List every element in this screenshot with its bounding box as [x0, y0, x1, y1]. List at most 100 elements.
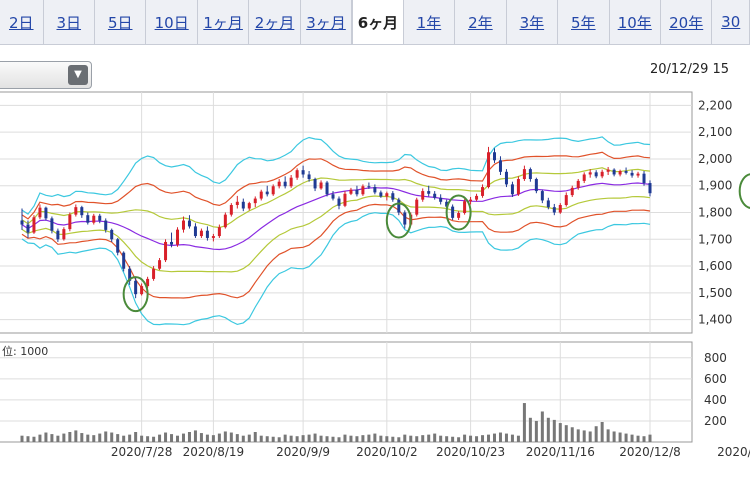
tab-1[interactable]: 3日 [44, 0, 95, 44]
timestamp: 20/12/29 15 [650, 62, 730, 77]
plus1-sigma-line [21, 167, 651, 229]
candle-body [367, 186, 371, 188]
candle-body [146, 278, 150, 287]
tab-4[interactable]: 1ヶ月 [198, 0, 250, 44]
candle-body [253, 198, 257, 204]
candle-body [86, 215, 90, 223]
candle-body [38, 207, 42, 218]
volume-bar [146, 436, 150, 442]
candle-body [630, 172, 634, 176]
volume-bar [50, 434, 54, 442]
tab-7[interactable]: 6ヶ月 [352, 0, 404, 44]
tab-3[interactable]: 10日 [146, 0, 198, 44]
candle-body [612, 169, 616, 175]
volume-bar [337, 437, 341, 442]
candle-body [355, 189, 359, 195]
candle-body [516, 179, 520, 195]
volume-bar [211, 435, 215, 442]
tab-2[interactable]: 5日 [95, 0, 147, 44]
volume-bar [181, 433, 185, 442]
candle-body [582, 174, 586, 181]
candle-body [600, 171, 604, 177]
candle-body [606, 169, 610, 172]
volume-bar [457, 437, 461, 442]
candle-body [337, 198, 341, 206]
candle-body [116, 239, 120, 253]
volume-bar [558, 423, 562, 442]
candle-body [217, 227, 221, 237]
date-tick-label: 2020/7/28 [111, 445, 173, 459]
tab-0[interactable]: 2日 [0, 0, 44, 44]
volume-bar [92, 435, 96, 442]
volume-bar [277, 437, 281, 442]
volume-bar [122, 435, 126, 442]
volume-bar [128, 434, 132, 442]
tab-10[interactable]: 3年 [507, 0, 559, 44]
volume-bar [397, 437, 401, 442]
volume-bar [235, 434, 239, 442]
candle-body [32, 217, 36, 233]
tab-5[interactable]: 2ヶ月 [249, 0, 301, 44]
volume-bar [540, 411, 544, 442]
candle-body [522, 169, 526, 180]
volume-bar [32, 436, 36, 442]
candle-body [534, 179, 538, 192]
volume-bar [307, 434, 311, 442]
volume-bar [606, 429, 610, 442]
volume-bar [451, 436, 455, 442]
price-tick-label: 1,700 [698, 232, 732, 246]
tab-8[interactable]: 1年 [404, 0, 456, 44]
candle-body [648, 183, 652, 194]
volume-tick-label: 400 [704, 393, 727, 407]
volume-bar [331, 436, 335, 442]
candle-body [343, 193, 347, 206]
volume-bar [481, 435, 485, 442]
tab-9[interactable]: 2年 [455, 0, 507, 44]
volume-bar [373, 433, 377, 442]
candle-body [594, 172, 598, 177]
candle-body [122, 252, 126, 269]
candle-body [528, 169, 532, 180]
candle-body [475, 195, 479, 200]
volume-bar [62, 433, 66, 442]
volume-bar [492, 433, 496, 442]
candle-body [457, 213, 461, 218]
date-tick-label: 2020/12/8 [619, 445, 681, 459]
date-tick-label: 2020/12/29 [717, 445, 750, 459]
volume-bar [636, 435, 640, 442]
volume-bar [38, 434, 42, 442]
candle-body [181, 220, 185, 230]
volume-unit-label: 位: 1000 [2, 344, 48, 358]
minus2-sigma-line [21, 203, 651, 299]
candle-body [241, 201, 245, 209]
volume-bar [301, 435, 305, 442]
volume-bar [409, 435, 413, 442]
chevron-down-icon: ▼ [68, 65, 88, 85]
volume-tick-label: 600 [704, 372, 727, 386]
volume-bar [576, 429, 580, 442]
price-tick-label: 1,800 [698, 206, 732, 220]
candle-body [50, 218, 54, 231]
volume-bar [361, 435, 365, 442]
volume-bar [564, 425, 568, 442]
volume-bar [570, 427, 574, 442]
tab-12[interactable]: 10年 [610, 0, 661, 44]
tab-11[interactable]: 5年 [558, 0, 610, 44]
volume-bar [469, 435, 473, 442]
volume-bar [546, 417, 550, 442]
candle-body [128, 268, 132, 281]
candle-body [271, 186, 275, 195]
candle-body [92, 215, 96, 223]
volume-bar [427, 434, 431, 442]
volume-bar [170, 434, 174, 442]
volume-bar [504, 433, 508, 442]
volume-bar [20, 435, 24, 442]
tab-6[interactable]: 3ヶ月 [301, 0, 353, 44]
volume-bar [283, 434, 287, 442]
indicator-select[interactable]: ▼ [0, 61, 92, 89]
volume-bar [463, 434, 467, 442]
volume-bar [612, 431, 616, 442]
tab-13[interactable]: 20年 [661, 0, 713, 44]
volume-bar [642, 436, 646, 442]
highlight-marker [122, 276, 149, 313]
